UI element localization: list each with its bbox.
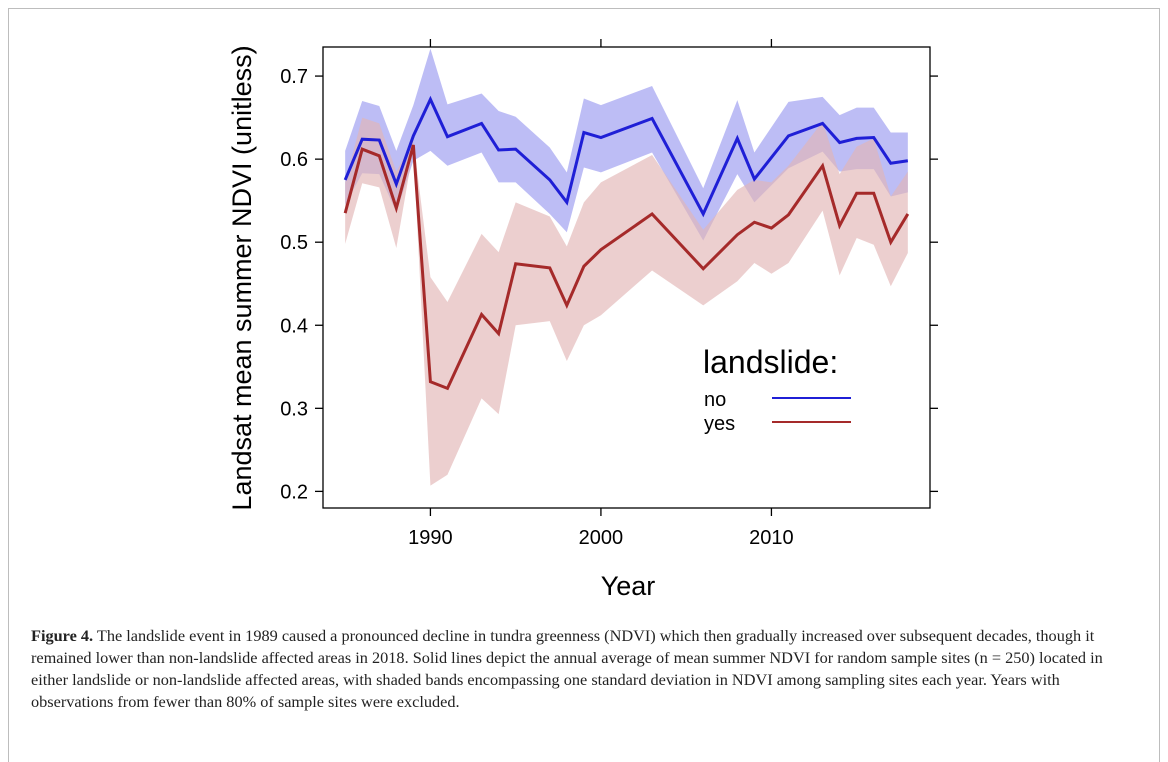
y-axis-label: Landsat mean summer NDVI (unitless) xyxy=(227,45,257,510)
y-tick-label: 0.3 xyxy=(280,398,308,420)
y-tick-label: 0.7 xyxy=(280,66,308,88)
y-tick-label: 0.4 xyxy=(280,315,308,337)
legend-label-yes: yes xyxy=(704,413,735,435)
x-tick-label: 2010 xyxy=(749,527,794,549)
series-line-yes xyxy=(343,144,910,391)
legend: landslide: no yes xyxy=(703,344,851,435)
caption-label: Figure 4. xyxy=(31,626,94,645)
series-line-no xyxy=(343,95,909,218)
y-tick-label: 0.5 xyxy=(280,232,308,254)
legend-title: landslide: xyxy=(703,344,838,380)
band-no xyxy=(345,48,908,241)
x-tick-label: 1990 xyxy=(408,527,453,549)
figure-caption: Figure 4. The landslide event in 1989 ca… xyxy=(31,625,1141,713)
plot-box xyxy=(322,46,931,509)
band-yes xyxy=(345,117,908,486)
x-axis-label: Year xyxy=(601,571,656,601)
y-tick-label: 0.6 xyxy=(280,149,308,171)
ndvi-line-chart: 0.2 0.3 0.4 0.5 0.6 0.7 1990 2000 2010 Landsat m… xyxy=(227,39,938,601)
legend-label-no: no xyxy=(704,389,726,411)
x-tick-label: 2000 xyxy=(579,527,624,549)
y-tick-label: 0.2 xyxy=(280,481,308,503)
figure-frame xyxy=(8,8,1160,762)
caption-text: The landslide event in 1989 caused a pro… xyxy=(31,626,1103,711)
